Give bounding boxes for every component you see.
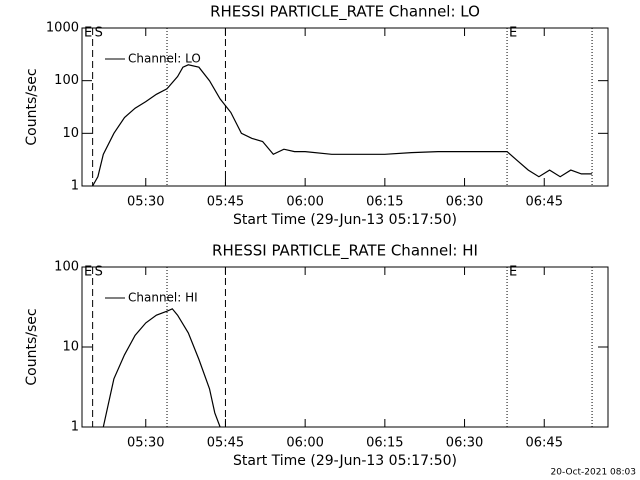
y-tick-label: 10 [62,340,79,355]
x-tick-label: 05:45 [207,195,244,210]
x-tick-label: 06:30 [446,436,483,451]
chart-title: RHESSI PARTICLE_RATE Channel: HI [212,242,478,261]
y-tick-label: 1 [71,420,79,435]
x-tick-label: 05:30 [127,195,164,210]
x-tick-label: 06:15 [366,195,403,210]
y-tick-label: 100 [54,73,79,88]
x-tick-label: 06:45 [526,195,563,210]
marker-label: E [84,265,92,280]
plot-frame [81,27,609,187]
data-line [92,64,593,187]
y-axis-label: Counts/sec [24,68,40,145]
x-tick-label: 06:30 [446,195,483,210]
x-tick-label: 06:00 [286,195,323,210]
legend-label: Channel: LO [128,52,201,66]
x-tick-label: 06:15 [366,436,403,451]
marker-label: E [509,265,517,280]
x-axis-label: Start Time (29-Jun-13 05:17:50) [233,453,457,469]
x-tick-label: 05:45 [207,436,244,451]
x-axis-label: Start Time (29-Jun-13 05:17:50) [233,212,457,228]
x-tick-label: 06:00 [286,436,323,451]
y-tick-label: 1 [71,179,79,194]
marker-label: S [95,26,103,41]
chart-title: RHESSI PARTICLE_RATE Channel: LO [210,3,480,22]
marker-label: S [95,265,103,280]
y-tick-label: 10 [62,126,79,141]
footer-date: 20-Oct-2021 08:03 [551,468,636,478]
y-tick-label: 1000 [46,21,79,36]
x-tick-label: 05:30 [127,436,164,451]
y-axis-label: Counts/sec [24,308,40,385]
marker-label: E [509,26,517,41]
y-tick-label: 100 [54,260,79,275]
data-line [102,308,221,428]
legend-label: Channel: HI [128,291,198,305]
x-tick-label: 06:45 [526,436,563,451]
marker-label: E [84,26,92,41]
